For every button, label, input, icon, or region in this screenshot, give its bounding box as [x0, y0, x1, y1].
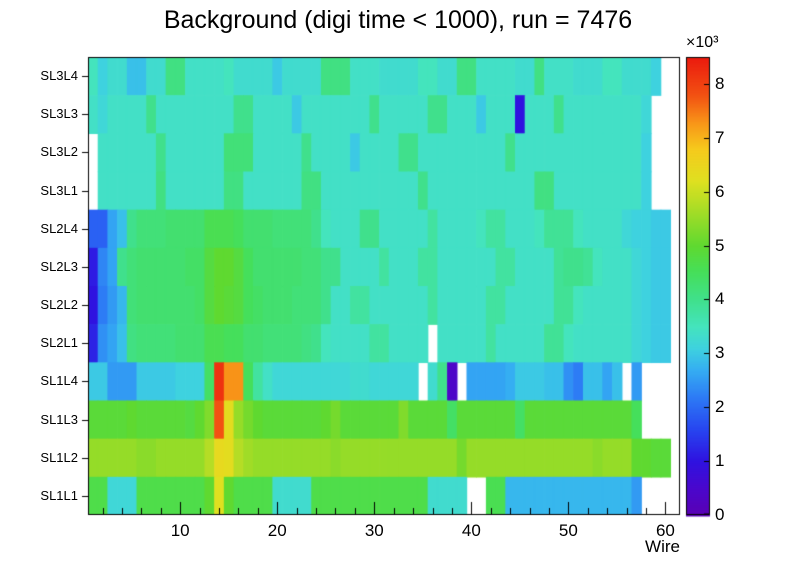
- root-histogram-pad: Background (digi time < 1000), run = 747…: [0, 0, 796, 572]
- heatmap-canvas: [0, 0, 796, 572]
